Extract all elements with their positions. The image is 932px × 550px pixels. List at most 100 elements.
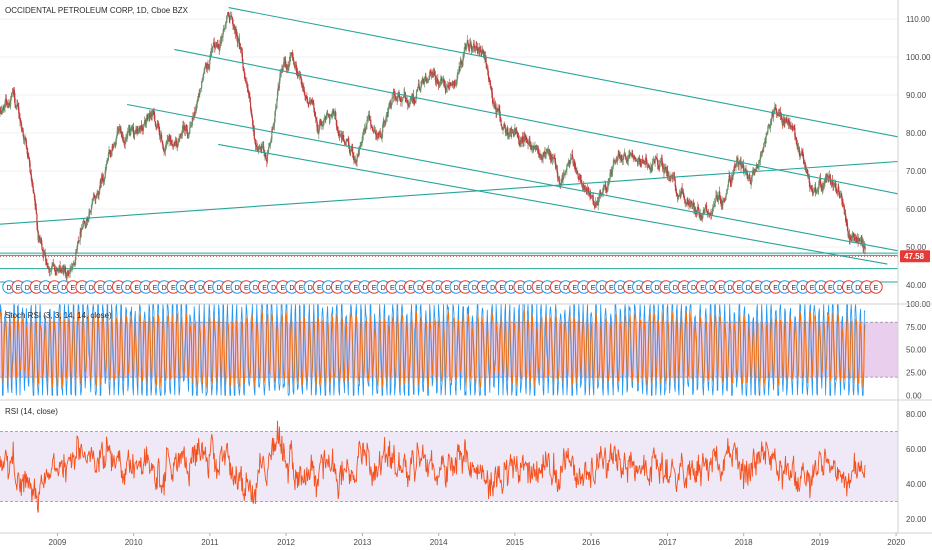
price-candle-body [717, 195, 720, 200]
price-candle-body [344, 143, 346, 144]
price-candle-body [397, 96, 399, 102]
price-candle-body [246, 81, 248, 85]
price-candle-body [383, 121, 385, 123]
price-candle-body [549, 153, 552, 160]
price-tick-label: 100.00 [906, 53, 931, 62]
price-candle-body [35, 208, 37, 214]
price-candle-body [598, 193, 601, 199]
price-candle-body [236, 35, 238, 43]
price-candle-body [259, 146, 261, 149]
price-candle-body [480, 50, 482, 53]
price-candle-body [135, 128, 138, 134]
price-candle-body [20, 122, 22, 129]
price-candle-body [562, 175, 564, 181]
price-candle-body [200, 87, 202, 89]
price-candle-body [342, 135, 344, 136]
price-candle-body [24, 138, 26, 140]
event-marker-label: E [153, 285, 158, 292]
event-marker-label: E [244, 285, 249, 292]
price-candle-body [360, 145, 362, 147]
price-candle-body [1, 112, 3, 113]
event-marker-label: E [792, 285, 797, 292]
price-candle-body [744, 169, 746, 170]
price-candle-body [699, 213, 701, 218]
price-candle-body [475, 45, 477, 48]
price-candle-body [239, 46, 242, 50]
price-candle-body [333, 113, 335, 116]
price-candle-body [829, 174, 831, 179]
price-candle-body [321, 125, 324, 127]
price-candle-body [467, 43, 470, 47]
price-candle-body [492, 102, 495, 103]
price-candle-body [853, 236, 855, 238]
price-candle-body [270, 138, 272, 143]
event-marker-label: E [52, 285, 57, 292]
price-candle-body [662, 167, 664, 169]
price-candle-body [78, 240, 80, 243]
price-candle-body [737, 162, 740, 166]
price-candle-body [857, 238, 859, 242]
price-candle-body [569, 163, 571, 164]
x-tick-label: 2010 [125, 538, 143, 547]
price-candle-body [276, 91, 279, 100]
price-candle-body [78, 240, 81, 241]
price-candle-body [300, 74, 302, 79]
price-candle-body [492, 98, 494, 103]
price-candle-body [432, 73, 435, 76]
price-candle-body [820, 184, 822, 189]
price-candle-body [791, 125, 793, 127]
price-candle-body [166, 139, 168, 141]
price-candle-body [33, 191, 35, 194]
price-candle-body [113, 143, 115, 148]
price-candle-body [668, 179, 671, 181]
price-candle-body [3, 107, 5, 111]
price-candle-body [805, 167, 807, 172]
price-candle-body [173, 141, 175, 145]
price-candle-body [505, 131, 507, 133]
price-candle-body [215, 44, 217, 47]
price-candle-body [156, 124, 158, 128]
price-candle-body [264, 153, 267, 158]
price-candle-body [623, 154, 625, 156]
price-candle-body [843, 206, 845, 215]
price-candle-body [794, 127, 796, 137]
price-candle-body [850, 236, 852, 240]
price-candle-body [526, 141, 529, 143]
price-candle-body [764, 141, 766, 143]
price-candle-body [727, 180, 730, 186]
price-candle-body [601, 192, 604, 194]
price-candle-body [228, 12, 230, 16]
price-candle-body [513, 131, 515, 137]
price-candle-body [140, 124, 143, 130]
price-candle-body [582, 185, 584, 187]
price-candle-body [523, 136, 525, 142]
price-candle-body [188, 133, 190, 134]
price-candle-body [248, 92, 250, 95]
price-candle-body [863, 246, 865, 248]
price-candle-body [796, 143, 798, 150]
price-candle-body [861, 240, 864, 243]
price-candle-body [63, 269, 65, 273]
price-candle-body [658, 167, 660, 170]
price-candle-body [22, 130, 24, 136]
price-candle-body [572, 158, 574, 164]
price-candle-body [229, 18, 231, 19]
price-candle-body [678, 194, 680, 196]
price-candle-body [123, 139, 125, 143]
price-candle-body [504, 124, 506, 129]
price-candle-body [92, 197, 94, 201]
price-candle-body [241, 53, 244, 62]
event-marker-label: D [709, 285, 714, 292]
price-candle-body [616, 160, 618, 162]
price-candle-body [13, 90, 15, 91]
price-candle-body [776, 110, 778, 115]
price-candle-body [612, 164, 614, 168]
price-candle-body [561, 177, 563, 184]
price-candle-body [223, 28, 225, 33]
price-candle-body [571, 154, 574, 159]
price-candle-body [370, 125, 373, 128]
price-candle-body [91, 202, 93, 206]
price-candle-body [291, 52, 293, 54]
event-marker-label: E [280, 285, 285, 292]
